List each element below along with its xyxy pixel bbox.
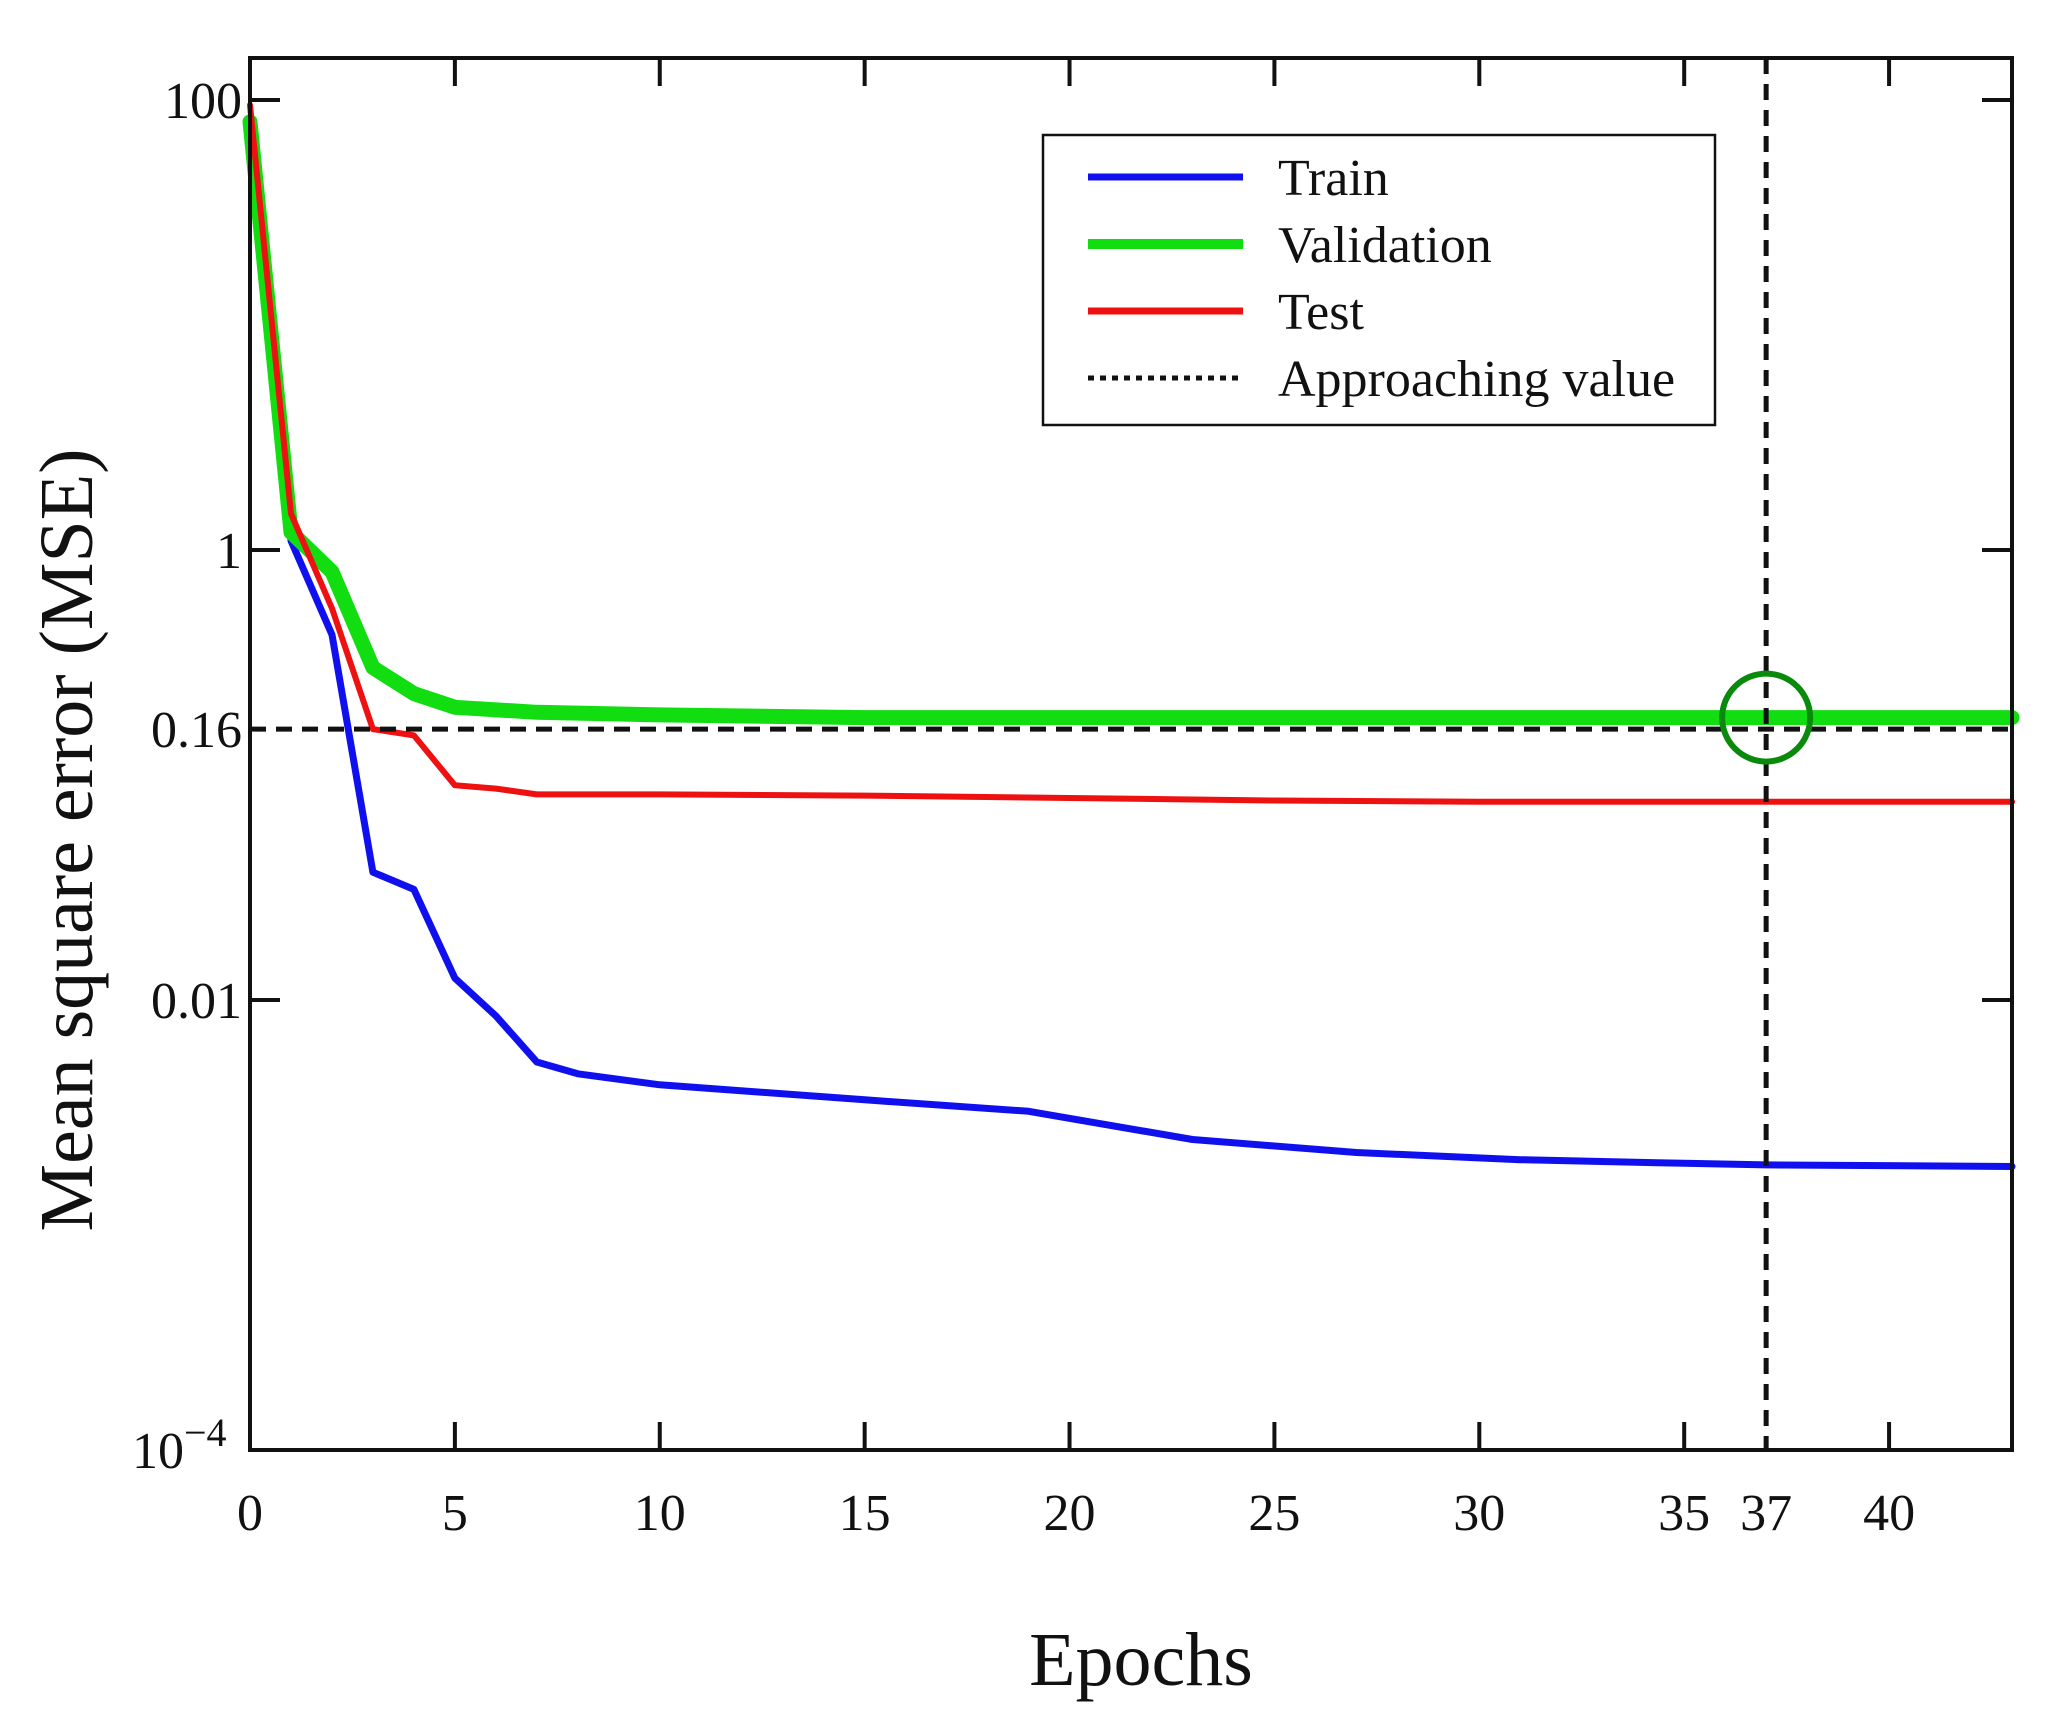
legend-box [1041,133,1717,427]
plot-frame [248,56,2014,1452]
series-layer [242,102,2020,1170]
x-tick-label: 35 [1658,1485,1710,1542]
x-tick-label: 15 [839,1485,891,1542]
y-tick-label: 0.16 [151,702,242,759]
x-tick-label: 40 [1863,1485,1915,1542]
legend: Train Validation Test Approaching value [1041,133,1717,427]
legend-label: Approaching value [1278,351,1675,408]
approach-marker-circle [1719,670,1814,765]
reference-layer [250,58,2012,1450]
legend-label: Train [1278,150,1389,207]
y-axis-title: Mean square error (MSE) [25,449,109,1232]
series-line-test [247,102,2015,805]
x-axis-title: Epochs [1029,1618,1253,1702]
x-tick-label: 5 [442,1485,468,1542]
axes-layer: 0 5 10 15 20 25 30 35 37 40 10−4 0.01 0.16 1 100 Epochs… [25,56,2014,1702]
x-tick-label: 10 [634,1485,686,1542]
y-tick-label: 100 [164,73,242,130]
y-tick-label: 0.01 [151,973,242,1030]
y-tick-label: 10−4 [132,1410,227,1480]
x-tick-label: 0 [237,1485,263,1542]
legend-label: Validation [1278,217,1492,274]
x-tick-label: 20 [1044,1485,1096,1542]
x-tick-label: 25 [1248,1485,1300,1542]
x-tick-label: 30 [1453,1485,1505,1542]
y-tick-label: 1 [216,523,242,580]
legend-label: Test [1278,284,1364,341]
series-line-train [246,118,2016,1170]
x-tick-label: 37 [1740,1485,1792,1542]
series-line-validation [242,114,2020,726]
